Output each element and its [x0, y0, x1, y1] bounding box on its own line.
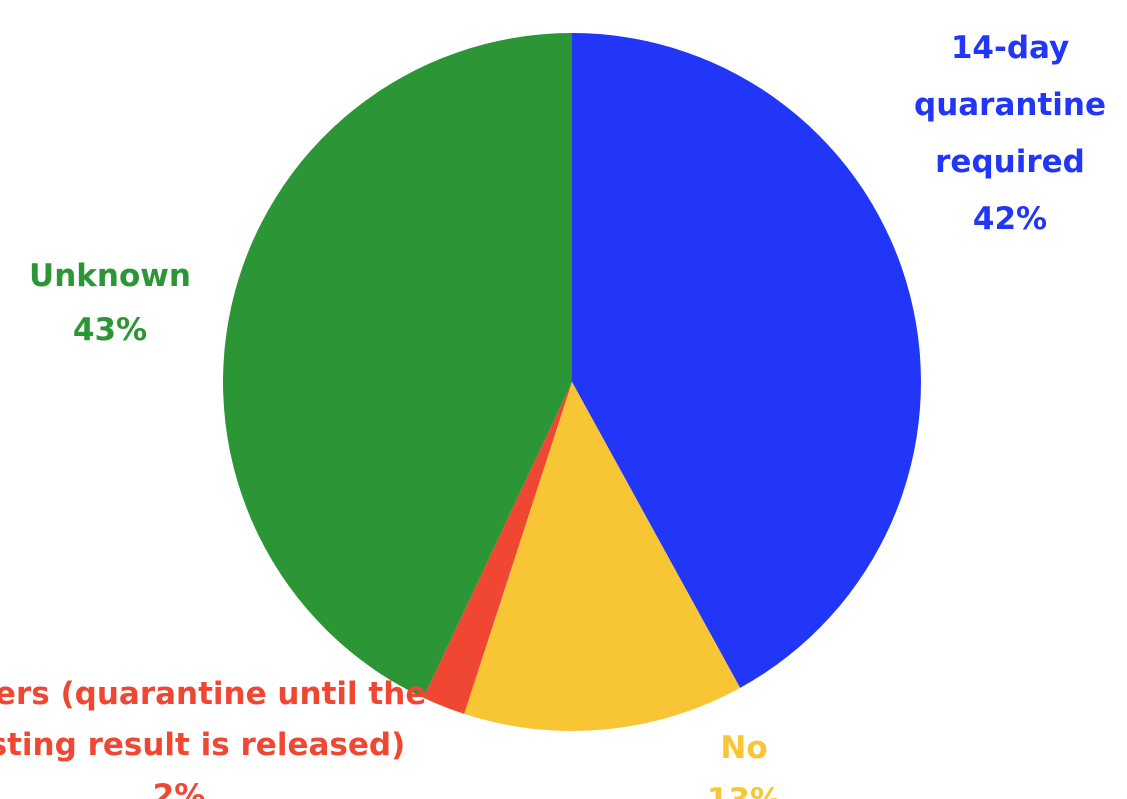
pie-slice-1 — [464, 382, 741, 732]
slice-label-0: 14-day quarantine required 42% — [914, 30, 1106, 237]
pie-slice-2 — [423, 382, 572, 714]
pie-slice-3 — [223, 33, 572, 698]
slice-category-label: Unknown — [29, 258, 191, 294]
slice-labels: 14-day quarantine required 42% No 13% Others (… — [0, 30, 1106, 799]
slice-category-label: quarantine — [914, 87, 1106, 123]
slice-value-label: 13% — [707, 782, 781, 799]
slice-value-label: 42% — [973, 201, 1047, 237]
slice-category-label: 14-day — [951, 30, 1069, 66]
slice-category-label: Others (quarantine until the — [0, 676, 426, 712]
pie-slice-0 — [572, 33, 921, 688]
pie-slices — [223, 33, 921, 732]
slice-label-3: Unknown 43% — [29, 258, 191, 348]
slice-label-2: Others (quarantine until the testing resu… — [0, 676, 426, 799]
slice-label-1: No 13% — [707, 730, 781, 799]
slice-category-label: No — [720, 730, 767, 766]
slice-value-label: 2% — [153, 778, 206, 799]
slice-value-label: 43% — [73, 312, 147, 348]
slice-category-label: required — [935, 144, 1085, 180]
slice-category-label: testing result is released) — [0, 727, 405, 763]
